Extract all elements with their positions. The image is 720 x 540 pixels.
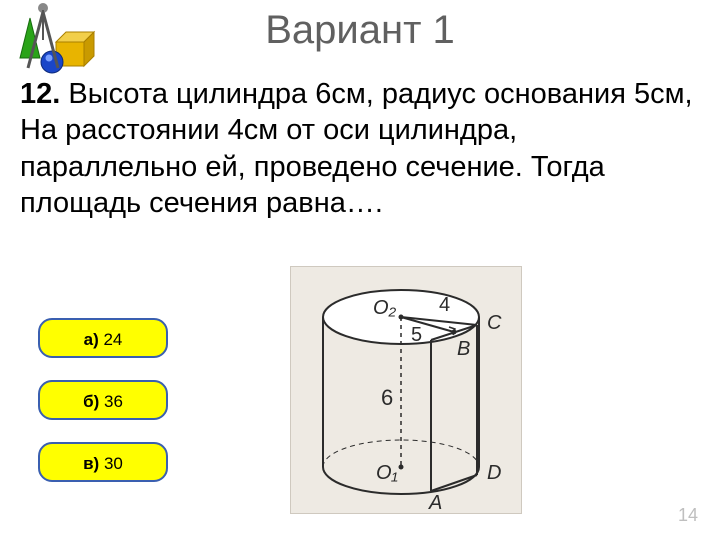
answer-letter: б): [83, 392, 99, 411]
cylinder-diagram: O₂ O₁ C B D A 4 5 6: [290, 266, 522, 514]
answer-option-a[interactable]: а) 24: [38, 318, 168, 358]
label-D: D: [487, 462, 501, 484]
answer-value: 30: [104, 454, 123, 473]
answer-option-b[interactable]: б) 36: [38, 380, 168, 420]
answer-value: 36: [104, 392, 123, 411]
question-number: 12.: [20, 78, 60, 110]
label-B: B: [457, 338, 470, 360]
answer-letter: а): [84, 330, 99, 349]
label-O2: O₂: [373, 297, 397, 319]
question-body: Высота цилиндра 6см, радиус основания 5с…: [20, 78, 693, 219]
label-radius: 5: [411, 324, 422, 346]
answer-letter: в): [83, 454, 99, 473]
page-title: Вариант 1: [0, 8, 720, 53]
page-number: 14: [678, 505, 698, 526]
label-A: A: [428, 492, 442, 513]
answer-option-v[interactable]: в) 30: [38, 442, 168, 482]
answer-value: 24: [103, 330, 122, 349]
label-height: 6: [381, 385, 393, 410]
label-O1: O₁: [376, 462, 398, 484]
label-dist: 4: [439, 294, 450, 316]
answer-list: а) 24 б) 36 в) 30: [38, 318, 208, 504]
question-text: 12. Высота цилиндра 6см, радиус основани…: [20, 76, 700, 221]
label-C: C: [487, 312, 502, 334]
